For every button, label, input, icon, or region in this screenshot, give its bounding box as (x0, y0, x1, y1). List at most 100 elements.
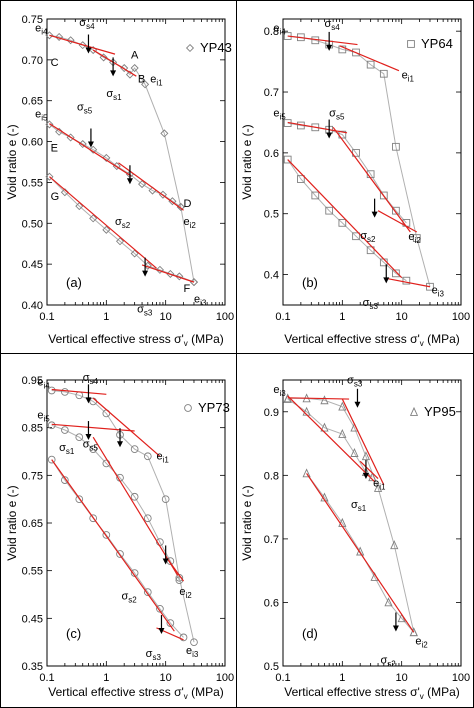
data-point (155, 265, 164, 274)
data-point (325, 206, 334, 215)
annotation: A (131, 49, 139, 61)
x-axis-title: Vertical effective stress σ'v (MPa) (48, 332, 224, 348)
annotation: σs3 (146, 648, 162, 662)
data-point (116, 550, 124, 558)
yield-arrow-head (326, 44, 333, 51)
data-point (283, 155, 292, 164)
fit-line (287, 397, 350, 400)
y-axis-title: Void ratio e (-) (5, 124, 19, 199)
y-tick-label: 0.85 (22, 423, 43, 435)
fit-line (51, 388, 107, 395)
panel-label: (a) (66, 275, 82, 290)
data-point (138, 180, 147, 189)
y-tick-label: 0.70 (22, 55, 43, 67)
data-point (179, 633, 188, 642)
yield-arrow-head (142, 270, 149, 277)
data-point (130, 445, 139, 453)
annotation: ei3 (186, 645, 199, 659)
x-tick-label: 100 (452, 672, 470, 684)
annotation: C (51, 57, 59, 69)
annotation: σs2 (121, 591, 137, 605)
plot-area (46, 379, 226, 667)
x-tick-label: 1 (103, 311, 109, 323)
x-axis-title: Vertical effective stress σ'v (MPa) (284, 332, 460, 348)
data-point (75, 202, 84, 211)
annotation: σs1 (351, 499, 367, 513)
y-axis-title: Void ratio e (-) (240, 124, 254, 199)
data-point (45, 120, 54, 129)
legend-label: YP73 (198, 400, 230, 415)
x-tick-label: 10 (160, 311, 172, 323)
data-point (47, 455, 56, 464)
fit-line (49, 123, 132, 177)
y-tick-label: 0.65 (22, 518, 43, 530)
y-tick-label: 0.55 (22, 566, 43, 578)
data-point (392, 206, 400, 215)
annotation: σs3 (137, 304, 153, 318)
x-tick-label: 10 (160, 672, 172, 684)
fit-line (165, 556, 185, 582)
x-tick-label: 1 (339, 672, 345, 684)
fit-line (341, 398, 385, 486)
yield-arrow-head (85, 397, 92, 404)
yield-arrow-head (371, 211, 378, 218)
yield-arrow-head (392, 625, 399, 632)
legend-label: YP43 (200, 40, 232, 55)
chart-panel-d: YP95 (d) Vertical effective stress σ'v (… (240, 375, 470, 701)
data-point (45, 172, 54, 181)
data-point (161, 495, 170, 504)
y-tick-label: 0.6 (264, 597, 279, 609)
x-tick-label: 100 (216, 311, 234, 323)
data-point (89, 445, 98, 453)
annotation: σs2 (381, 654, 397, 668)
fit-line (141, 264, 195, 283)
y-tick-label: 0.4 (264, 270, 279, 282)
data-point (143, 588, 152, 596)
fit-line (92, 397, 161, 457)
x-tick-label: 1 (103, 672, 109, 684)
y-tick-label: 0.35 (22, 661, 43, 673)
data-point (379, 191, 388, 200)
annotation: ei2 (408, 231, 421, 245)
data-point (350, 448, 359, 457)
yield-arrow-head (158, 628, 165, 635)
y-axis-title: Void ratio e (-) (5, 485, 19, 560)
data-point (185, 43, 195, 53)
data-point (99, 53, 108, 62)
annotation: F (184, 283, 191, 295)
data-point (373, 482, 383, 492)
annotation: B (138, 74, 145, 86)
data-point (392, 142, 400, 151)
legend-label: YP95 (424, 404, 456, 419)
annotation: ei2 (179, 586, 192, 600)
yield-arrow-head (85, 434, 92, 441)
data-point (426, 282, 434, 291)
legend-label: YP64 (421, 36, 453, 51)
yield-arrow-head (326, 132, 333, 139)
annotation: G (51, 191, 60, 203)
data-point (402, 276, 411, 285)
series-line (51, 459, 184, 638)
annotation: ei1 (156, 451, 169, 465)
y-tick-label: 0.75 (22, 14, 43, 26)
annotation: ei3 (432, 284, 445, 298)
y-tick-label: 0.8 (264, 26, 279, 38)
data-point (320, 395, 329, 405)
data-point (379, 69, 388, 78)
panel-frame-b (236, 0, 474, 354)
data-point (338, 45, 347, 54)
fit-line (377, 210, 418, 233)
annotation: ei3 (194, 294, 207, 308)
data-point (366, 246, 375, 255)
yield-arrow-head (110, 70, 117, 77)
y-tick-label: 0.60 (22, 137, 43, 149)
x-axis-title: Vertical effective stress σ'v (MPa) (284, 685, 460, 701)
annotation: σs5 (77, 102, 93, 116)
panel-label: (b) (302, 275, 318, 290)
data-point (297, 175, 305, 183)
data-point (184, 404, 192, 412)
data-point (141, 80, 150, 89)
fit-line (287, 121, 348, 134)
annotation: σs3 (347, 375, 363, 389)
panel-label: (c) (66, 626, 81, 641)
